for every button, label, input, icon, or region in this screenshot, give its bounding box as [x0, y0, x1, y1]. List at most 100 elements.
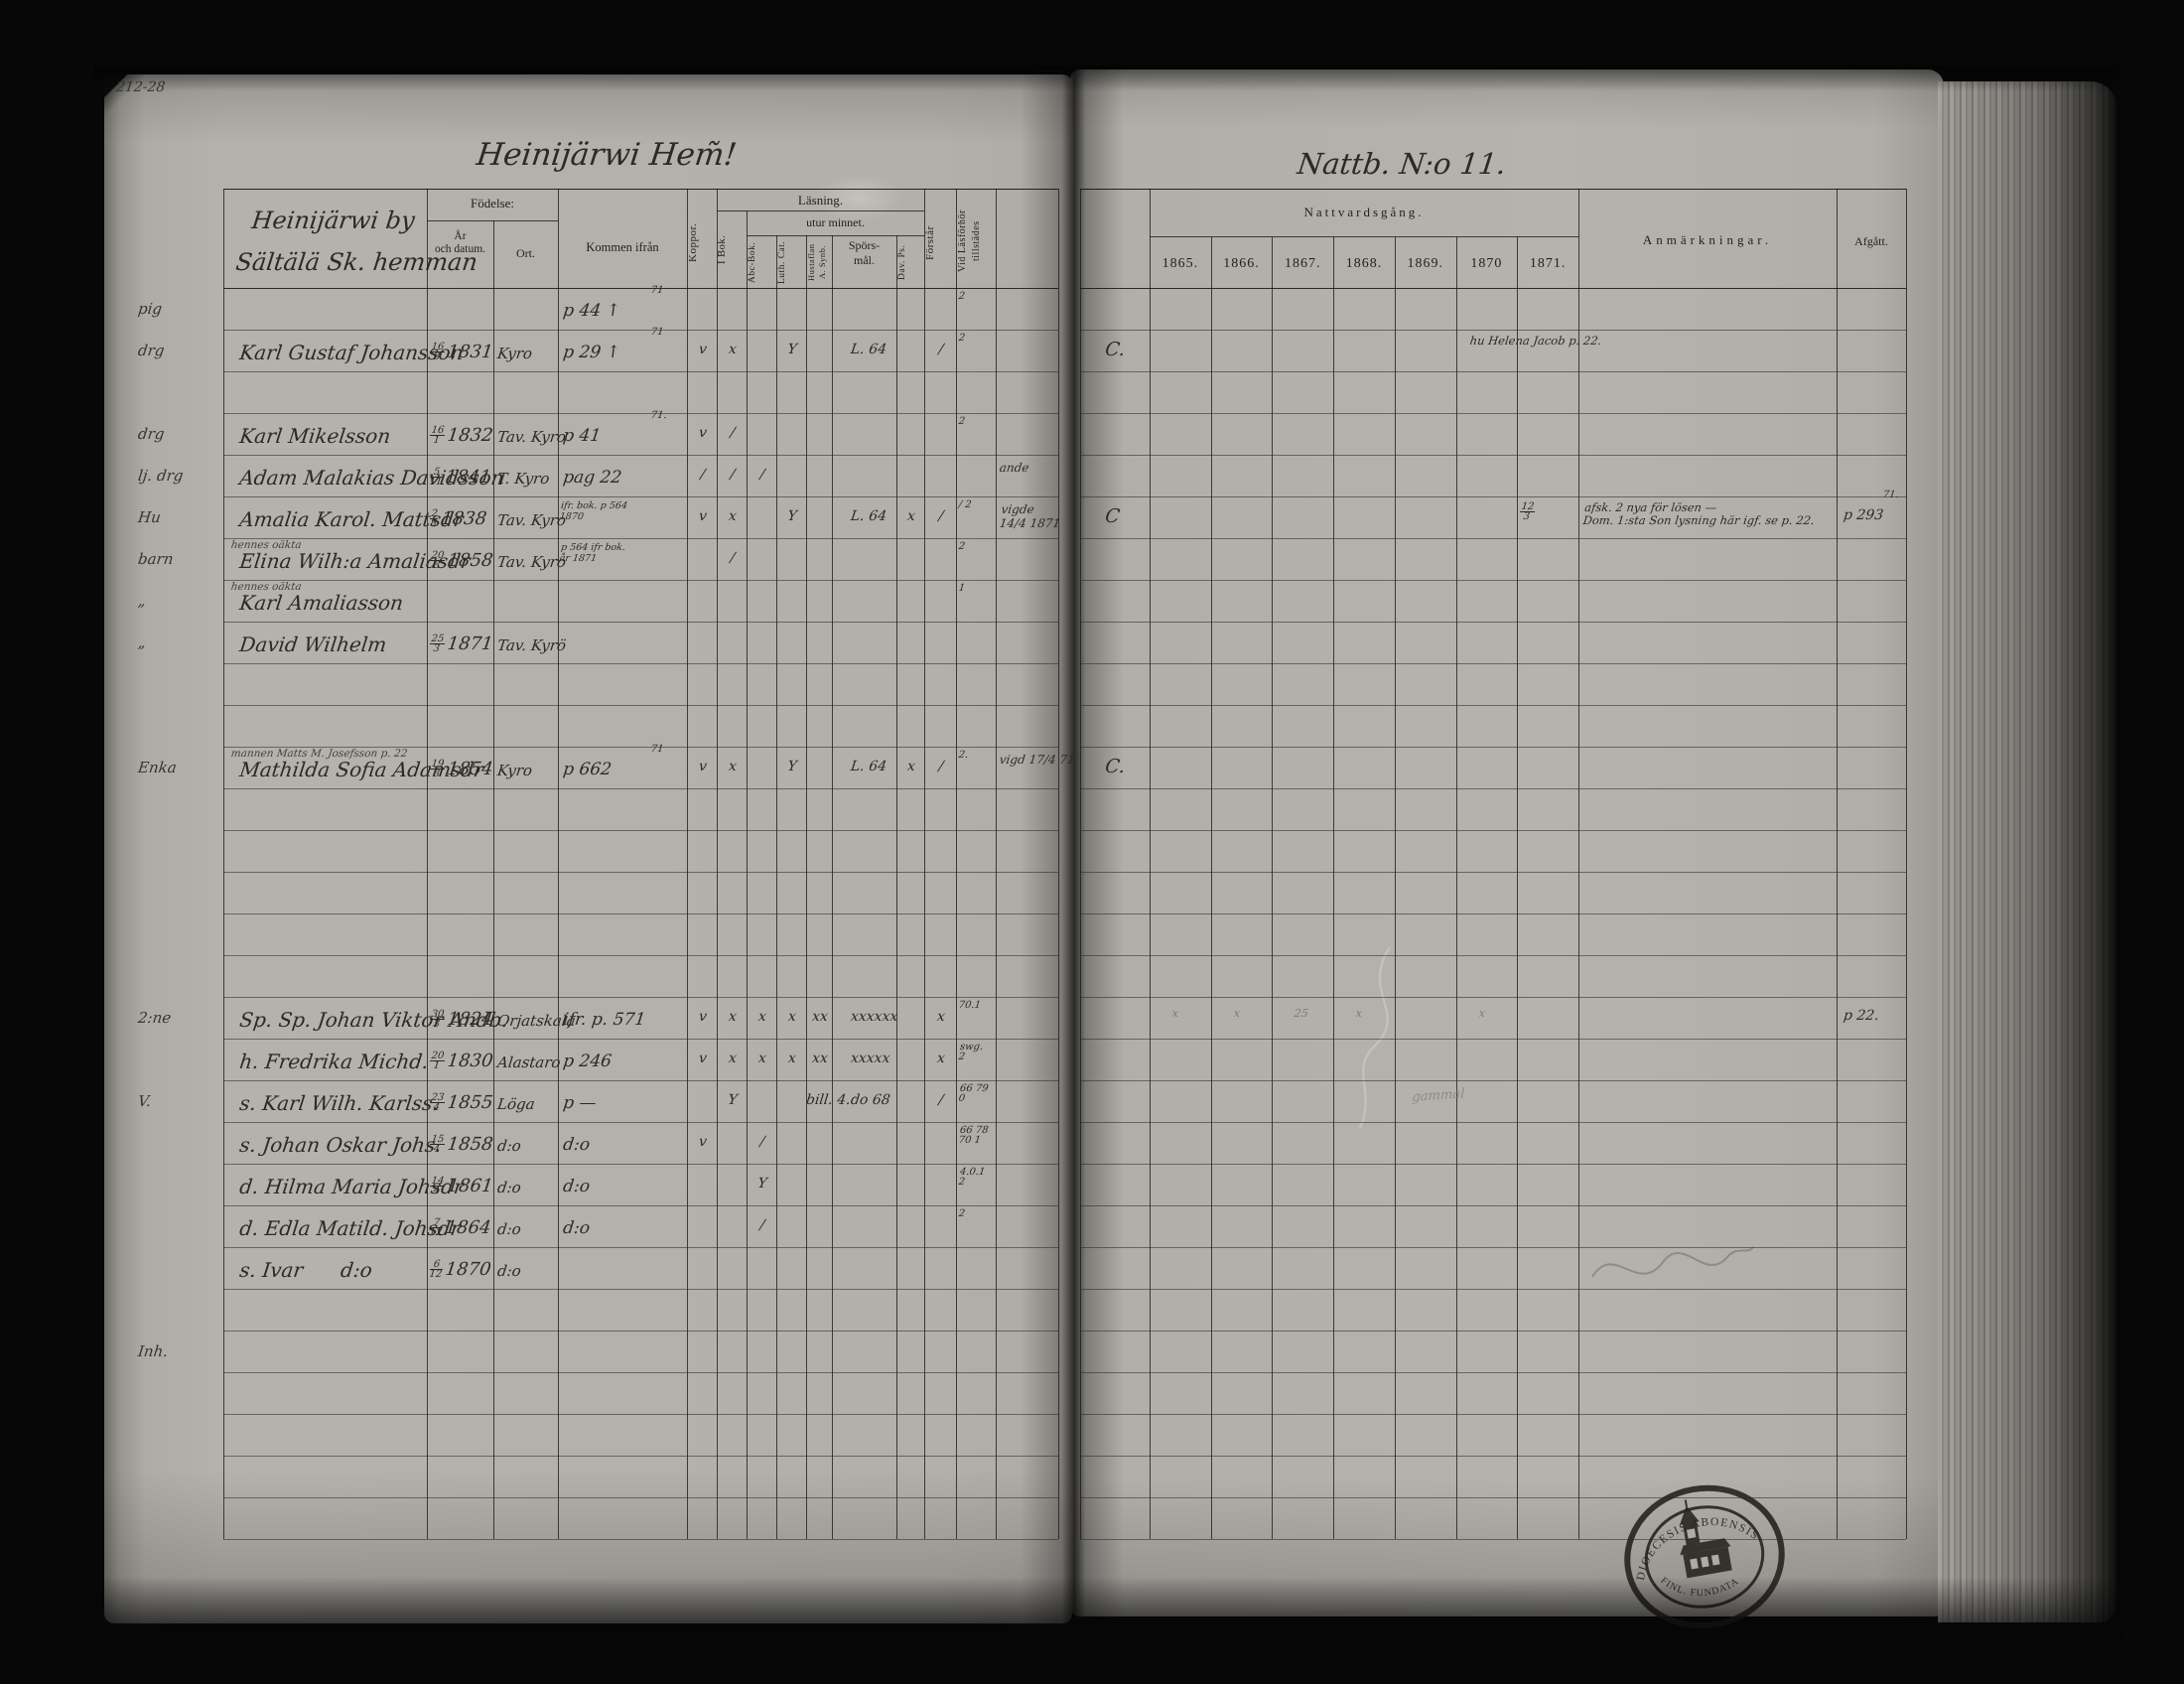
grid-line-horizontal — [1080, 1205, 1906, 1206]
grid-line-horizontal — [223, 330, 1058, 331]
entry-mark-hust: xx — [811, 1051, 829, 1066]
header-ort: Ort. — [516, 246, 535, 260]
grid-line-vertical — [1080, 189, 1081, 1539]
entry-kommen-sup: 71. — [650, 410, 668, 421]
entry-ort: d:o — [496, 1137, 522, 1155]
entry-ort: Tav. Kyro — [496, 511, 568, 529]
entry-kommen: p 41 — [562, 426, 603, 446]
entry-kommen-small: p 564 ifr bok. år 1871 — [559, 542, 626, 564]
grid-line-horizontal — [1080, 496, 1906, 497]
grid-line-horizontal — [223, 1497, 1058, 1498]
entry-mark-abc: / — [758, 1217, 766, 1233]
header-vid-lasforhor: Vid Läsförhör tillstädes — [957, 210, 982, 273]
entry-kommen: p 662 — [562, 760, 614, 779]
entry-name: s. Ivar d:o — [238, 1258, 374, 1282]
afgatt-sup: 71. — [1882, 490, 1900, 500]
entry-mark-koppor: v — [698, 759, 708, 774]
entry-birthdate: 20 1 1830 — [429, 1051, 494, 1071]
grid-line-vertical — [687, 189, 688, 1539]
entry-kommen: p 29 ↑ — [562, 343, 622, 362]
grid-line-vertical — [558, 189, 559, 1539]
entry-ort: Löga — [496, 1095, 536, 1113]
entry-mark-vid: 70.1 — [958, 1000, 982, 1011]
pencil-mark: 25 — [1294, 1007, 1310, 1020]
grid-line-vertical — [1211, 236, 1212, 1539]
grid-line-horizontal — [1080, 830, 1906, 831]
grid-line-horizontal — [1080, 189, 1906, 190]
margin-note: Inh. — [137, 1342, 170, 1360]
grid-line-horizontal — [223, 747, 1058, 748]
entry-name: h. Fredrika Michd. — [238, 1050, 431, 1073]
grid-line-horizontal — [1080, 997, 1906, 998]
pencil-mark: x — [1477, 1007, 1486, 1020]
entry-kommen: p 246 — [562, 1052, 614, 1071]
grid-line-vertical — [1517, 236, 1518, 1539]
grid-line-vertical — [896, 235, 897, 1539]
header-koppor: Koppor. — [687, 222, 699, 262]
grid-line-horizontal — [223, 538, 1058, 539]
year-header: 1867. — [1285, 256, 1321, 271]
afgatt-note: p 293 — [1843, 507, 1885, 523]
entry-mark-abc: x — [757, 1051, 767, 1066]
entry-mark-luth: x — [787, 1051, 797, 1066]
entry-mark-vid: 2. — [958, 750, 969, 761]
header-sporsmal: Spörs- mål. — [848, 238, 881, 267]
entry-kommen-sup: 71 — [650, 327, 665, 338]
entry-mark-ibok: x — [728, 342, 738, 357]
right-page — [1070, 70, 1944, 1616]
grid-line-horizontal — [223, 955, 1058, 956]
grid-line-horizontal — [1080, 747, 1906, 748]
header-lasning: Läsning. — [797, 193, 844, 208]
grid-line-horizontal — [223, 496, 1058, 497]
grid-line-horizontal — [1080, 1497, 1906, 1498]
grid-line-vertical — [1333, 236, 1334, 1539]
gutter-shadow — [1021, 70, 1124, 1624]
entry-name: Karl Mikelsson — [238, 424, 392, 448]
entry-ort: Tav. Kyrö — [496, 636, 568, 654]
year-header: 1865. — [1161, 256, 1199, 271]
grid-line-vertical — [1837, 189, 1838, 1539]
grid-line-vertical — [717, 189, 718, 1539]
grid-line-horizontal — [223, 189, 1058, 190]
right-page-script-title: Nattb. N:o 11. — [1296, 147, 1509, 181]
grid-line-vertical — [1272, 236, 1273, 1539]
entry-mark-abc: / — [758, 1134, 766, 1150]
margin-note: pig — [137, 300, 164, 318]
entry-birthdate: 19 3 1854 — [429, 759, 494, 779]
communion-lead-mark: C. — [1104, 756, 1127, 777]
entry-mark-dav: x — [906, 508, 916, 524]
entry-mark-hust: xx — [811, 1009, 829, 1025]
header-forstar: Förstår — [924, 225, 936, 261]
margin-note: drg — [137, 425, 166, 443]
entry-mark-forstar: / — [937, 342, 945, 357]
entry-mark-ibok: x — [728, 759, 738, 774]
grid-line-horizontal — [427, 220, 558, 221]
grid-line-vertical — [427, 189, 428, 1539]
grid-line-vertical — [493, 220, 494, 1539]
entry-mark-abc: x — [757, 1009, 767, 1025]
entry-mark-vid: 2 — [958, 333, 966, 344]
entry-mark-koppor: v — [698, 1009, 708, 1025]
grid-line-vertical — [776, 235, 777, 1539]
grid-line-horizontal — [1080, 1456, 1906, 1457]
left-page-script-title: Heinijärwi Hem̃! — [475, 137, 740, 173]
grid-line-horizontal — [223, 830, 1058, 831]
entry-kommen: p 44 ↑ — [562, 301, 622, 321]
entry-birthdate: 2 8 1838 — [429, 508, 488, 529]
grid-line-horizontal — [1080, 330, 1906, 331]
margin-note: 2:ne — [137, 1009, 173, 1027]
entry-name: Karl Amaliasson — [238, 591, 405, 615]
entry-kommen-small: ifr. bok. p 564 1870 — [559, 500, 628, 522]
entry-mark-luth: x — [787, 1009, 797, 1025]
header-ar-datum: År och datum. — [434, 230, 486, 255]
grid-line-horizontal — [223, 1247, 1058, 1248]
bottom-shadow — [94, 1577, 2124, 1684]
grid-line-horizontal — [223, 1164, 1058, 1165]
grid-line-horizontal — [747, 235, 924, 236]
grid-line-horizontal — [223, 1289, 1058, 1290]
entry-extra: vigd 17/4 71 — [999, 753, 1076, 767]
header-abc-bok: Abc-Bok. — [748, 241, 757, 283]
grid-line-horizontal — [1080, 872, 1906, 873]
entry-mark-ibok: x — [728, 508, 738, 524]
